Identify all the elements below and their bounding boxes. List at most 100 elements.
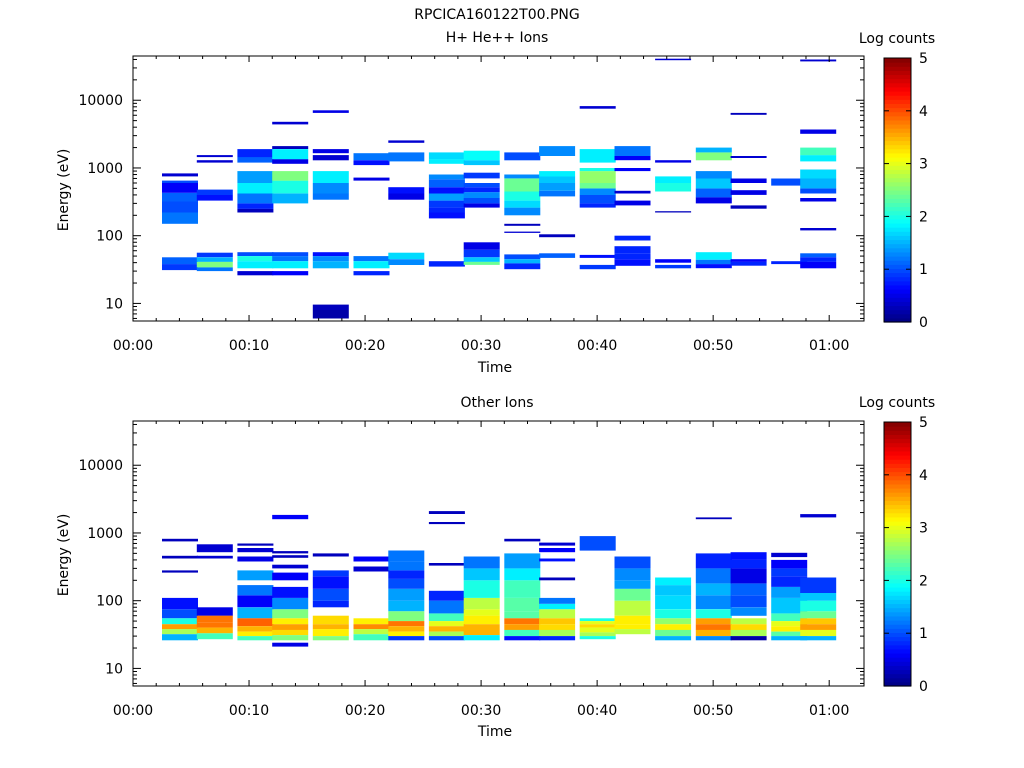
heatmap-cell (579, 621, 616, 625)
heatmap-cell (272, 252, 309, 257)
colorbar-segment (884, 463, 911, 468)
heatmap-cell (539, 253, 576, 258)
heatmap-cell (800, 261, 837, 269)
colorbar-segment (884, 434, 911, 440)
heatmap-cell (463, 635, 500, 641)
heatmap-cell (730, 568, 767, 584)
heatmap-cell (388, 187, 425, 194)
heatmap-cell (614, 600, 651, 616)
heatmap-cell (695, 147, 732, 153)
heatmap-cell (272, 159, 309, 164)
heatmap-cell (504, 263, 541, 270)
heatmap-cell (237, 543, 274, 546)
heatmap-cell (237, 203, 274, 209)
heatmap-cell (695, 517, 732, 520)
colorbar-segment (884, 136, 911, 142)
heatmap-cell (730, 618, 767, 625)
colorbar-tick-label: 0 (919, 315, 928, 331)
heatmap-cell (771, 178, 808, 186)
heatmap-cell (428, 193, 465, 201)
heatmap-cell (196, 194, 233, 201)
y-tick-label: 100 (96, 229, 123, 245)
colorbar-segment (884, 239, 911, 245)
heatmap-cell (388, 259, 425, 265)
heatmap-cell (695, 171, 732, 179)
heatmap-cell (771, 597, 808, 614)
heatmap-cell (353, 256, 390, 262)
colorbar-segment (884, 132, 911, 137)
heatmap-cell (539, 618, 576, 625)
heatmap-cell (579, 106, 616, 109)
heatmap-cell (539, 624, 576, 630)
panel-other-ions: Other Ions 00:00 00:10 00:20 00:30 00:40 00:5… (56, 395, 935, 740)
y-axis: 10 100 1000 10000 (78, 58, 864, 319)
colorbar-segment (884, 582, 911, 588)
heatmap-cell (579, 254, 616, 258)
heatmap-cell (504, 152, 541, 161)
heatmap-cell (312, 183, 349, 194)
heatmap-cell (353, 153, 390, 161)
heatmap-cell (196, 261, 233, 268)
colorbar-segment (884, 62, 911, 67)
colorbar-segment (884, 169, 911, 175)
heatmap-cell (272, 121, 309, 125)
heatmap-cell (237, 193, 274, 204)
colorbar-segment (884, 115, 911, 121)
heatmap-cell (463, 172, 500, 179)
x-tick-label: 00:40 (577, 703, 617, 719)
heatmap-cell (800, 169, 837, 179)
colorbar-segment (884, 297, 911, 302)
colorbar-segment (884, 317, 911, 323)
heatmap-cell (312, 636, 349, 641)
heatmap-cell (428, 179, 465, 188)
heatmap-cell (504, 191, 541, 201)
y-tick-label: 10 (105, 661, 123, 677)
heatmap-cell (579, 632, 616, 637)
figure-title: RPCICA160122T00.PNG (414, 7, 579, 23)
colorbar-segment (884, 636, 911, 642)
heatmap-cell (272, 146, 309, 149)
heatmap-cell (579, 171, 616, 183)
heatmap-cell (388, 152, 425, 162)
heatmap-cell (614, 146, 651, 156)
colorbar-segment (884, 442, 911, 448)
heatmap-cell (771, 576, 808, 587)
colorbar-segment (884, 247, 911, 253)
heatmap-cell (771, 631, 808, 637)
colorbar-segment (884, 488, 911, 493)
colorbar-tick-label: 1 (919, 626, 928, 642)
y-tick-label: 10000 (78, 93, 123, 109)
heatmap-cell (162, 257, 198, 265)
colorbar-segment (884, 231, 911, 236)
heatmap-cell (614, 629, 651, 635)
heatmap-cell (504, 553, 541, 569)
heatmap-cell (428, 631, 465, 637)
heatmap-cell (504, 580, 541, 598)
heatmap-cell (695, 618, 732, 625)
colorbar-segment (884, 305, 911, 311)
x-tick-label: 00:20 (345, 703, 385, 719)
colorbar-segment (884, 479, 911, 485)
heatmap-cell (162, 212, 198, 224)
x-axis: 00:00 00:10 00:20 00:30 00:40 00:50 01:00 (113, 56, 849, 354)
colorbar-segment (884, 111, 911, 117)
heatmap-cell (504, 178, 541, 192)
heatmap-cell (539, 190, 576, 197)
colorbar-segment (884, 450, 911, 456)
colorbar-segment (884, 206, 911, 212)
heatmap-cell (800, 253, 837, 258)
colorbar-segment (884, 665, 911, 671)
heatmap-cell (196, 544, 233, 553)
heatmap-cell (730, 190, 767, 195)
heatmap-cell (614, 588, 651, 601)
heatmap-cell (504, 259, 541, 264)
heatmap-cell (272, 586, 309, 598)
heatmap-cell (388, 621, 425, 627)
heatmap-cell (237, 631, 274, 637)
x-axis-label: Time (477, 360, 512, 376)
heatmap-cell (463, 257, 500, 262)
heatmap-cell (237, 548, 274, 553)
heatmap-cell (162, 634, 198, 641)
heatmap-cell (539, 234, 576, 238)
heatmap-cell (463, 198, 500, 204)
